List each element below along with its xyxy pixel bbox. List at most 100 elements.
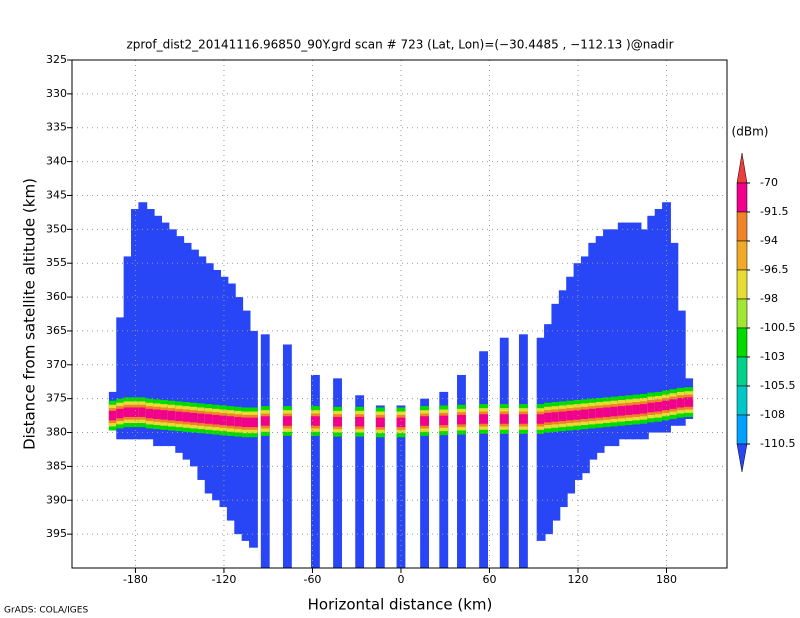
swath-column bbox=[310, 374, 320, 568]
x-tick-label: 0 bbox=[397, 573, 404, 586]
swath-column bbox=[558, 290, 568, 508]
swath-column bbox=[588, 242, 598, 460]
swath-column bbox=[260, 334, 270, 568]
swath-column bbox=[190, 249, 199, 467]
swath-column bbox=[662, 202, 671, 433]
echo-band bbox=[153, 409, 162, 419]
echo-band bbox=[639, 404, 649, 414]
y-tick-label: 360 bbox=[46, 290, 67, 303]
x-tick-label: 120 bbox=[568, 573, 589, 586]
swath-column bbox=[138, 202, 148, 440]
swath-column bbox=[580, 256, 590, 474]
colorbar-segment bbox=[736, 211, 748, 242]
swath-column bbox=[457, 374, 466, 568]
colorbar-label: -98 bbox=[760, 292, 778, 305]
echo-band bbox=[241, 417, 251, 428]
echo-band bbox=[676, 397, 686, 408]
x-tick-label: -180 bbox=[123, 573, 148, 586]
swath-column bbox=[160, 222, 170, 447]
swath-column bbox=[595, 236, 605, 453]
echo-band bbox=[617, 406, 627, 416]
echo-band bbox=[573, 410, 583, 420]
swath-column bbox=[518, 334, 528, 568]
echo-band bbox=[479, 414, 489, 424]
swath-column bbox=[499, 337, 509, 568]
swath-column bbox=[654, 209, 664, 433]
echo-band bbox=[595, 408, 605, 418]
echo-band bbox=[544, 412, 553, 423]
swath-column bbox=[603, 229, 612, 447]
echo-band bbox=[558, 411, 568, 422]
echo-band bbox=[310, 416, 320, 426]
echo-band bbox=[420, 416, 430, 426]
y-tick-label: 355 bbox=[46, 256, 67, 269]
y-tick-label: 365 bbox=[46, 324, 67, 337]
y-axis-label: Distance from satellite altitude (km) bbox=[21, 178, 39, 450]
echo-band bbox=[632, 404, 642, 415]
swath-column bbox=[333, 378, 342, 568]
echo-band bbox=[282, 416, 292, 426]
echo-band bbox=[580, 409, 590, 419]
swath-column bbox=[625, 222, 635, 440]
swath-column bbox=[282, 344, 292, 568]
swath-column bbox=[123, 256, 133, 440]
echo-band bbox=[190, 412, 199, 423]
swath-column bbox=[182, 242, 192, 460]
echo-band bbox=[566, 410, 576, 421]
colorbar-label: -110.5 bbox=[760, 437, 795, 450]
echo-band bbox=[355, 416, 365, 427]
echo-band bbox=[457, 414, 466, 425]
swath-column bbox=[669, 242, 679, 426]
colorbar-label: -100.5 bbox=[760, 321, 795, 334]
swath-column bbox=[610, 229, 620, 447]
echo-band bbox=[123, 407, 133, 417]
swath-column bbox=[573, 263, 583, 480]
colorbar-label: -108 bbox=[760, 408, 785, 421]
colorbar-label: -103 bbox=[760, 350, 785, 363]
colorbar-segment bbox=[736, 385, 748, 416]
swath-column bbox=[167, 229, 177, 447]
echo-band bbox=[669, 399, 679, 409]
y-tick-label: 350 bbox=[46, 222, 67, 235]
y-tick-label: 330 bbox=[46, 87, 67, 100]
swath-column bbox=[116, 317, 126, 440]
plot-frame bbox=[71, 59, 728, 569]
echo-band bbox=[108, 410, 118, 421]
y-tick-label: 395 bbox=[46, 527, 67, 540]
echo-band bbox=[499, 414, 509, 424]
echo-band bbox=[160, 410, 170, 420]
echo-band bbox=[212, 414, 221, 425]
swath-column bbox=[131, 209, 140, 440]
swath-column bbox=[249, 330, 258, 548]
echo-band bbox=[518, 414, 528, 424]
y-tick-label: 385 bbox=[46, 459, 67, 472]
swath-column bbox=[396, 405, 406, 568]
x-tick-label: 60 bbox=[482, 573, 496, 586]
y-tick-label: 335 bbox=[46, 121, 67, 134]
echo-band bbox=[249, 417, 258, 428]
echo-band bbox=[204, 414, 214, 424]
swath-column bbox=[219, 276, 229, 508]
colorbar-label: -70 bbox=[760, 176, 778, 189]
swath-column bbox=[204, 263, 214, 494]
echo-band bbox=[167, 410, 177, 421]
swath-column bbox=[355, 395, 365, 568]
colorbar-segment bbox=[736, 298, 748, 329]
echo-band bbox=[138, 407, 148, 417]
swath-column bbox=[647, 215, 657, 433]
echo-band bbox=[536, 414, 546, 424]
colorbar-segment bbox=[736, 240, 748, 271]
echo-band bbox=[588, 408, 598, 419]
swath-column bbox=[639, 229, 649, 440]
echo-band bbox=[260, 416, 270, 426]
footer: GrADS: COLA/IGES bbox=[4, 606, 88, 616]
colorbar-unit: (dBm) bbox=[732, 125, 769, 139]
echo-band bbox=[684, 397, 694, 407]
colorbar-segment bbox=[736, 182, 748, 213]
swath-column bbox=[420, 398, 430, 568]
swath-column bbox=[375, 405, 385, 568]
echo-band bbox=[375, 417, 385, 428]
colorbar-label: -105.5 bbox=[760, 379, 795, 392]
